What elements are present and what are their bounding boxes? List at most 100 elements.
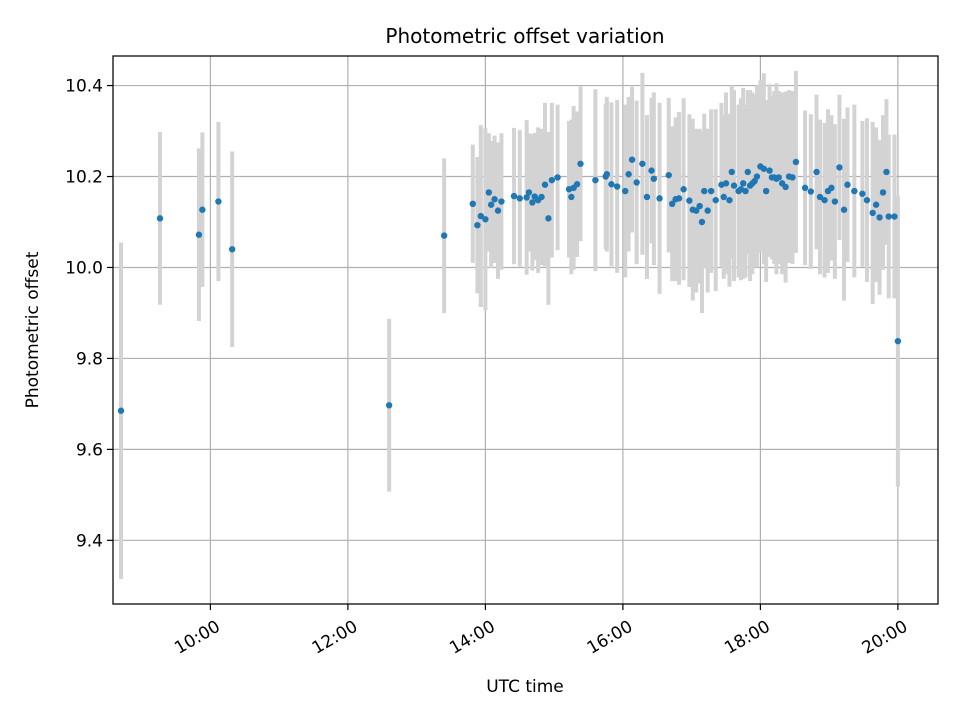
data-point — [885, 213, 892, 220]
y-tick-label: 10.2 — [65, 168, 103, 188]
data-point — [753, 173, 761, 180]
data-point — [592, 176, 599, 184]
data-point — [510, 192, 518, 200]
data-point — [698, 218, 706, 226]
data-point — [704, 207, 711, 214]
data-point — [603, 171, 611, 178]
data-point — [760, 165, 768, 172]
data-point — [872, 201, 880, 208]
plot-frame — [112, 55, 939, 605]
data-point — [792, 158, 800, 166]
data-point — [675, 195, 683, 202]
data-point — [665, 171, 672, 179]
data-point — [215, 198, 222, 205]
data-point — [613, 183, 621, 190]
y-tick-label: 10.0 — [65, 258, 103, 278]
data-point — [762, 187, 770, 195]
data-point — [668, 200, 676, 208]
y-tick-label: 9.4 — [76, 531, 103, 551]
data-point — [440, 232, 448, 239]
data-point — [722, 180, 730, 187]
data-point — [831, 198, 839, 205]
data-point — [821, 196, 828, 204]
data-point — [523, 194, 530, 201]
data-point — [608, 181, 615, 188]
data-point — [628, 156, 636, 163]
data-point — [156, 215, 164, 222]
data-point — [789, 174, 796, 181]
data-point — [840, 206, 848, 213]
data-point — [625, 171, 632, 178]
data-point — [813, 168, 820, 176]
data-point — [656, 195, 663, 202]
data-point — [643, 193, 651, 201]
data-point — [728, 168, 735, 176]
data-point — [494, 207, 502, 214]
data-point — [844, 181, 851, 188]
data-point — [720, 193, 727, 201]
data-point — [730, 182, 738, 189]
chart-title: Photometric offset variation — [385, 24, 664, 48]
data-point — [621, 187, 629, 195]
data-point — [894, 337, 902, 345]
data-point — [385, 402, 393, 409]
data-point — [863, 196, 871, 204]
data-point — [859, 190, 866, 197]
data-point — [828, 184, 835, 192]
data-point — [491, 196, 498, 203]
data-point — [195, 231, 203, 238]
y-tick-label: 9.8 — [76, 349, 103, 369]
y-tick-label: 9.6 — [76, 440, 103, 460]
data-point — [879, 189, 887, 196]
data-point — [707, 187, 715, 195]
data-point — [487, 201, 495, 208]
data-points — [117, 156, 902, 414]
data-point — [816, 193, 824, 201]
data-point — [482, 216, 489, 223]
data-point — [869, 209, 876, 217]
data-point — [474, 221, 481, 229]
data-point — [516, 195, 523, 202]
data-point — [807, 188, 815, 195]
data-point — [766, 167, 773, 174]
data-point — [498, 198, 505, 205]
data-point — [545, 215, 552, 222]
data-point — [712, 196, 719, 204]
data-point — [485, 189, 493, 196]
data-point — [851, 187, 858, 195]
data-point — [883, 168, 890, 176]
data-point — [538, 193, 545, 201]
data-point — [525, 189, 533, 196]
data-point — [726, 196, 733, 204]
data-point — [548, 176, 556, 184]
data-point — [801, 184, 809, 192]
data-point — [686, 197, 693, 204]
x-axis-title: UTC time — [486, 677, 564, 697]
data-point — [568, 193, 575, 201]
data-point — [775, 174, 782, 181]
data-point — [228, 246, 236, 253]
data-point — [554, 174, 561, 181]
data-point — [573, 181, 581, 188]
data-point — [648, 167, 655, 174]
data-point — [477, 212, 485, 220]
data-point — [469, 200, 476, 208]
data-point — [782, 183, 789, 191]
data-point — [701, 187, 708, 195]
data-point — [740, 180, 747, 187]
data-point — [742, 187, 749, 195]
y-tick-label: 10.4 — [65, 77, 103, 97]
data-point — [541, 181, 549, 188]
data-point — [693, 207, 700, 214]
data-point — [633, 179, 640, 186]
data-point — [199, 206, 206, 213]
data-point — [650, 175, 658, 182]
data-point — [696, 202, 703, 210]
data-point — [744, 168, 751, 176]
y-axis-title: Photometric offset — [23, 251, 43, 408]
data-point — [836, 164, 843, 171]
data-point — [876, 214, 883, 221]
data-point — [680, 186, 687, 193]
data-point — [891, 213, 898, 220]
